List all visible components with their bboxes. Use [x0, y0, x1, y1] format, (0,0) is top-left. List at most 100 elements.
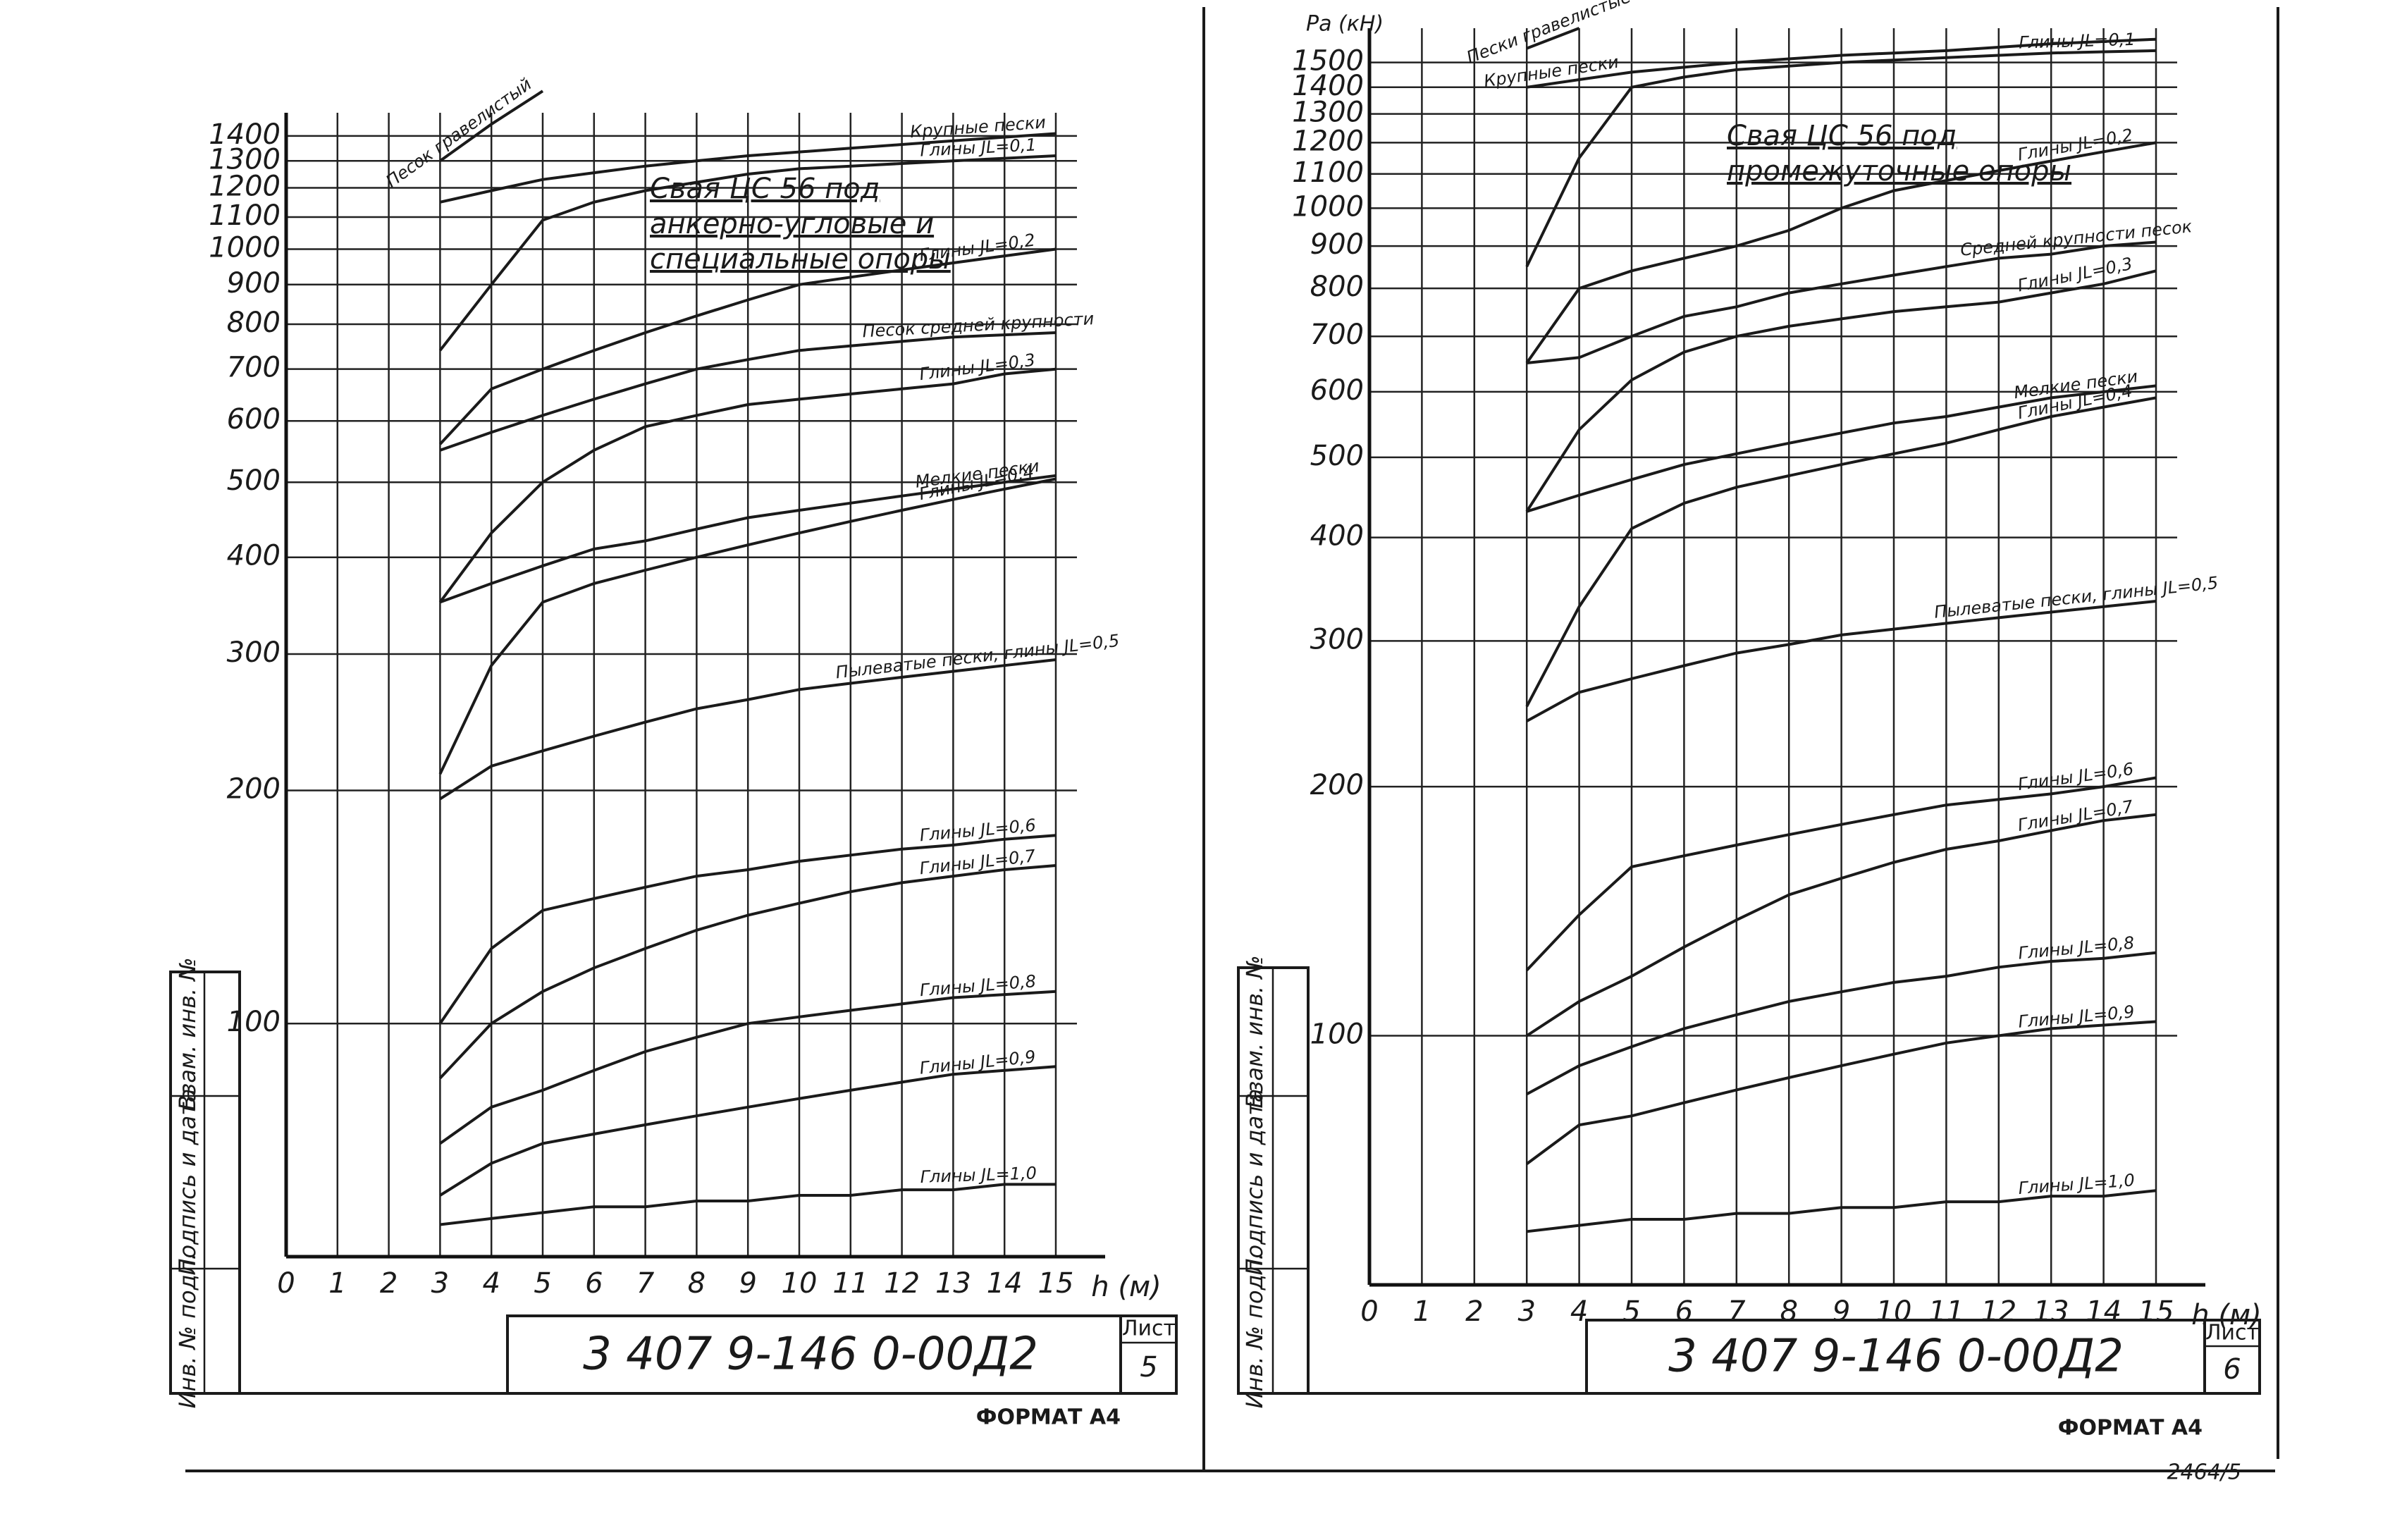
x-axis-label: h (м)	[2191, 1299, 2261, 1331]
x-tick-label: 15	[1038, 1267, 1074, 1300]
curve	[438, 154, 1057, 352]
x-tick-label: 14	[987, 1267, 1023, 1300]
side-label: Инв. № подл.	[174, 1253, 201, 1409]
y-tick-label: 800	[227, 307, 281, 339]
sheet-label: Лист	[1122, 1317, 1176, 1341]
curve	[440, 1183, 1056, 1226]
curve	[1526, 1189, 2157, 1233]
chart-title: промежуточные опоры	[1727, 155, 2071, 187]
x-tick-label: 7	[636, 1267, 655, 1300]
y-tick-label: 700	[227, 352, 281, 384]
curve	[1525, 269, 2157, 512]
curve	[438, 864, 1057, 1080]
y-tick-label: 1000	[1292, 190, 1364, 223]
side-label: Взам. инв. №	[174, 957, 201, 1110]
x-tick-label: 7	[1727, 1295, 1746, 1328]
curve	[1525, 141, 2157, 364]
curve-label: Глины JL=0,1	[2019, 30, 2136, 53]
curve	[439, 90, 544, 162]
y-tick-label: 900	[227, 267, 281, 300]
curve	[1526, 813, 2157, 1037]
x-tick-label: 13	[2033, 1295, 2069, 1328]
curve	[438, 367, 1057, 603]
drawing-code: 3 407 9-146 0-00Д2	[1668, 1331, 2124, 1383]
chart-title: Свая ЦС 56 под	[650, 173, 880, 205]
x-tick-label: 4	[482, 1267, 500, 1300]
y-tick-label: 300	[1310, 623, 1364, 655]
x-tick-label: 14	[2086, 1295, 2121, 1328]
curve	[439, 331, 1057, 452]
y-tick-label: 1000	[209, 231, 281, 264]
curve	[438, 247, 1057, 445]
x-tick-label: 13	[935, 1267, 971, 1300]
x-axis-label: h (м)	[1091, 1271, 1161, 1303]
stamp-left: 3 407 9-146 0-00Д2 Лист 5 ФОРМАТ А4	[506, 1314, 1178, 1430]
x-tick-label: 5	[534, 1267, 551, 1300]
y-tick-label: 400	[227, 540, 281, 572]
x-tick-label: 9	[1833, 1295, 1850, 1328]
curve	[1525, 396, 2157, 708]
y-tick-label: 1100	[1292, 156, 1364, 189]
side-column-left: Взам. инв. № Подпись и дата Инв. № подл.	[169, 957, 241, 1409]
y-tick-label: 100	[227, 1006, 281, 1038]
x-tick-label: 6	[585, 1267, 603, 1300]
curve	[439, 132, 1057, 204]
y-axis-label: Pa (кН)	[1306, 12, 1384, 37]
x-tick-label: 12	[884, 1267, 920, 1300]
curve	[1526, 27, 1580, 50]
chart-title: анкерно-угловые и	[650, 208, 934, 240]
y-tick-label: 200	[227, 772, 281, 805]
x-tick-label: 3	[431, 1267, 449, 1300]
y-tick-label: 1500	[1292, 45, 1364, 78]
x-tick-label: 4	[1570, 1295, 1588, 1328]
curve	[439, 474, 1057, 604]
x-tick-label: 12	[1981, 1295, 2016, 1328]
x-tick-label: 11	[832, 1267, 868, 1300]
x-tick-label: 15	[2138, 1295, 2174, 1328]
format: ФОРМАТ А4	[2058, 1416, 2203, 1441]
side-label: Инв. № подл.	[1241, 1253, 1268, 1409]
x-tick-label: 2	[1465, 1295, 1483, 1328]
y-tick-label: 1200	[209, 170, 281, 202]
format: ФОРМАТ А4	[976, 1405, 1121, 1430]
curve	[1526, 600, 2157, 722]
x-tick-label: 6	[1675, 1295, 1693, 1328]
side-label: Подпись и дата	[1241, 1088, 1268, 1275]
drawing-code: 3 407 9-146 0-00Д2	[583, 1329, 1038, 1381]
x-tick-label: 0	[1360, 1295, 1378, 1328]
curve	[439, 990, 1057, 1145]
curve	[1526, 1020, 2157, 1166]
y-tick-label: 1300	[1292, 97, 1364, 129]
curve	[1526, 384, 2157, 513]
x-tick-label: 10	[1876, 1295, 1912, 1328]
curve-label: Глины JL=1,0	[920, 1163, 1037, 1187]
y-tick-label: 1400	[1292, 70, 1364, 102]
y-tick-label: 100	[1310, 1018, 1364, 1051]
sheet-number: 5	[1140, 1351, 1157, 1384]
x-tick-label: 1	[328, 1267, 346, 1300]
y-tick-label: 500	[1310, 440, 1364, 472]
x-tick-label: 10	[782, 1267, 818, 1300]
y-tick-label: 600	[1310, 374, 1364, 407]
x-tick-label: 2	[380, 1267, 398, 1300]
x-tick-label: 3	[1517, 1295, 1535, 1328]
curve	[1525, 49, 2157, 268]
curve	[1526, 240, 2157, 364]
y-tick-label: 400	[1310, 520, 1364, 553]
stamp-box	[506, 1314, 1178, 1395]
side-label: Подпись и дата	[174, 1088, 201, 1275]
y-tick-label: 900	[1310, 228, 1364, 261]
y-tick-label: 1200	[1292, 125, 1364, 157]
y-tick-label: 500	[227, 464, 281, 497]
x-tick-label: 9	[739, 1267, 756, 1300]
x-tick-label: 1	[1413, 1295, 1431, 1328]
curve	[1526, 951, 2157, 1096]
curve	[439, 1065, 1057, 1197]
archive-number: 2464/5	[2167, 1460, 2241, 1485]
curve	[438, 477, 1057, 775]
x-tick-label: 8	[688, 1267, 706, 1300]
side-column-right: Взам. инв. № Подпись и дата Инв. № подл.	[1237, 955, 1310, 1409]
y-tick-label: 800	[1310, 271, 1364, 303]
y-tick-label: 1400	[209, 118, 281, 151]
